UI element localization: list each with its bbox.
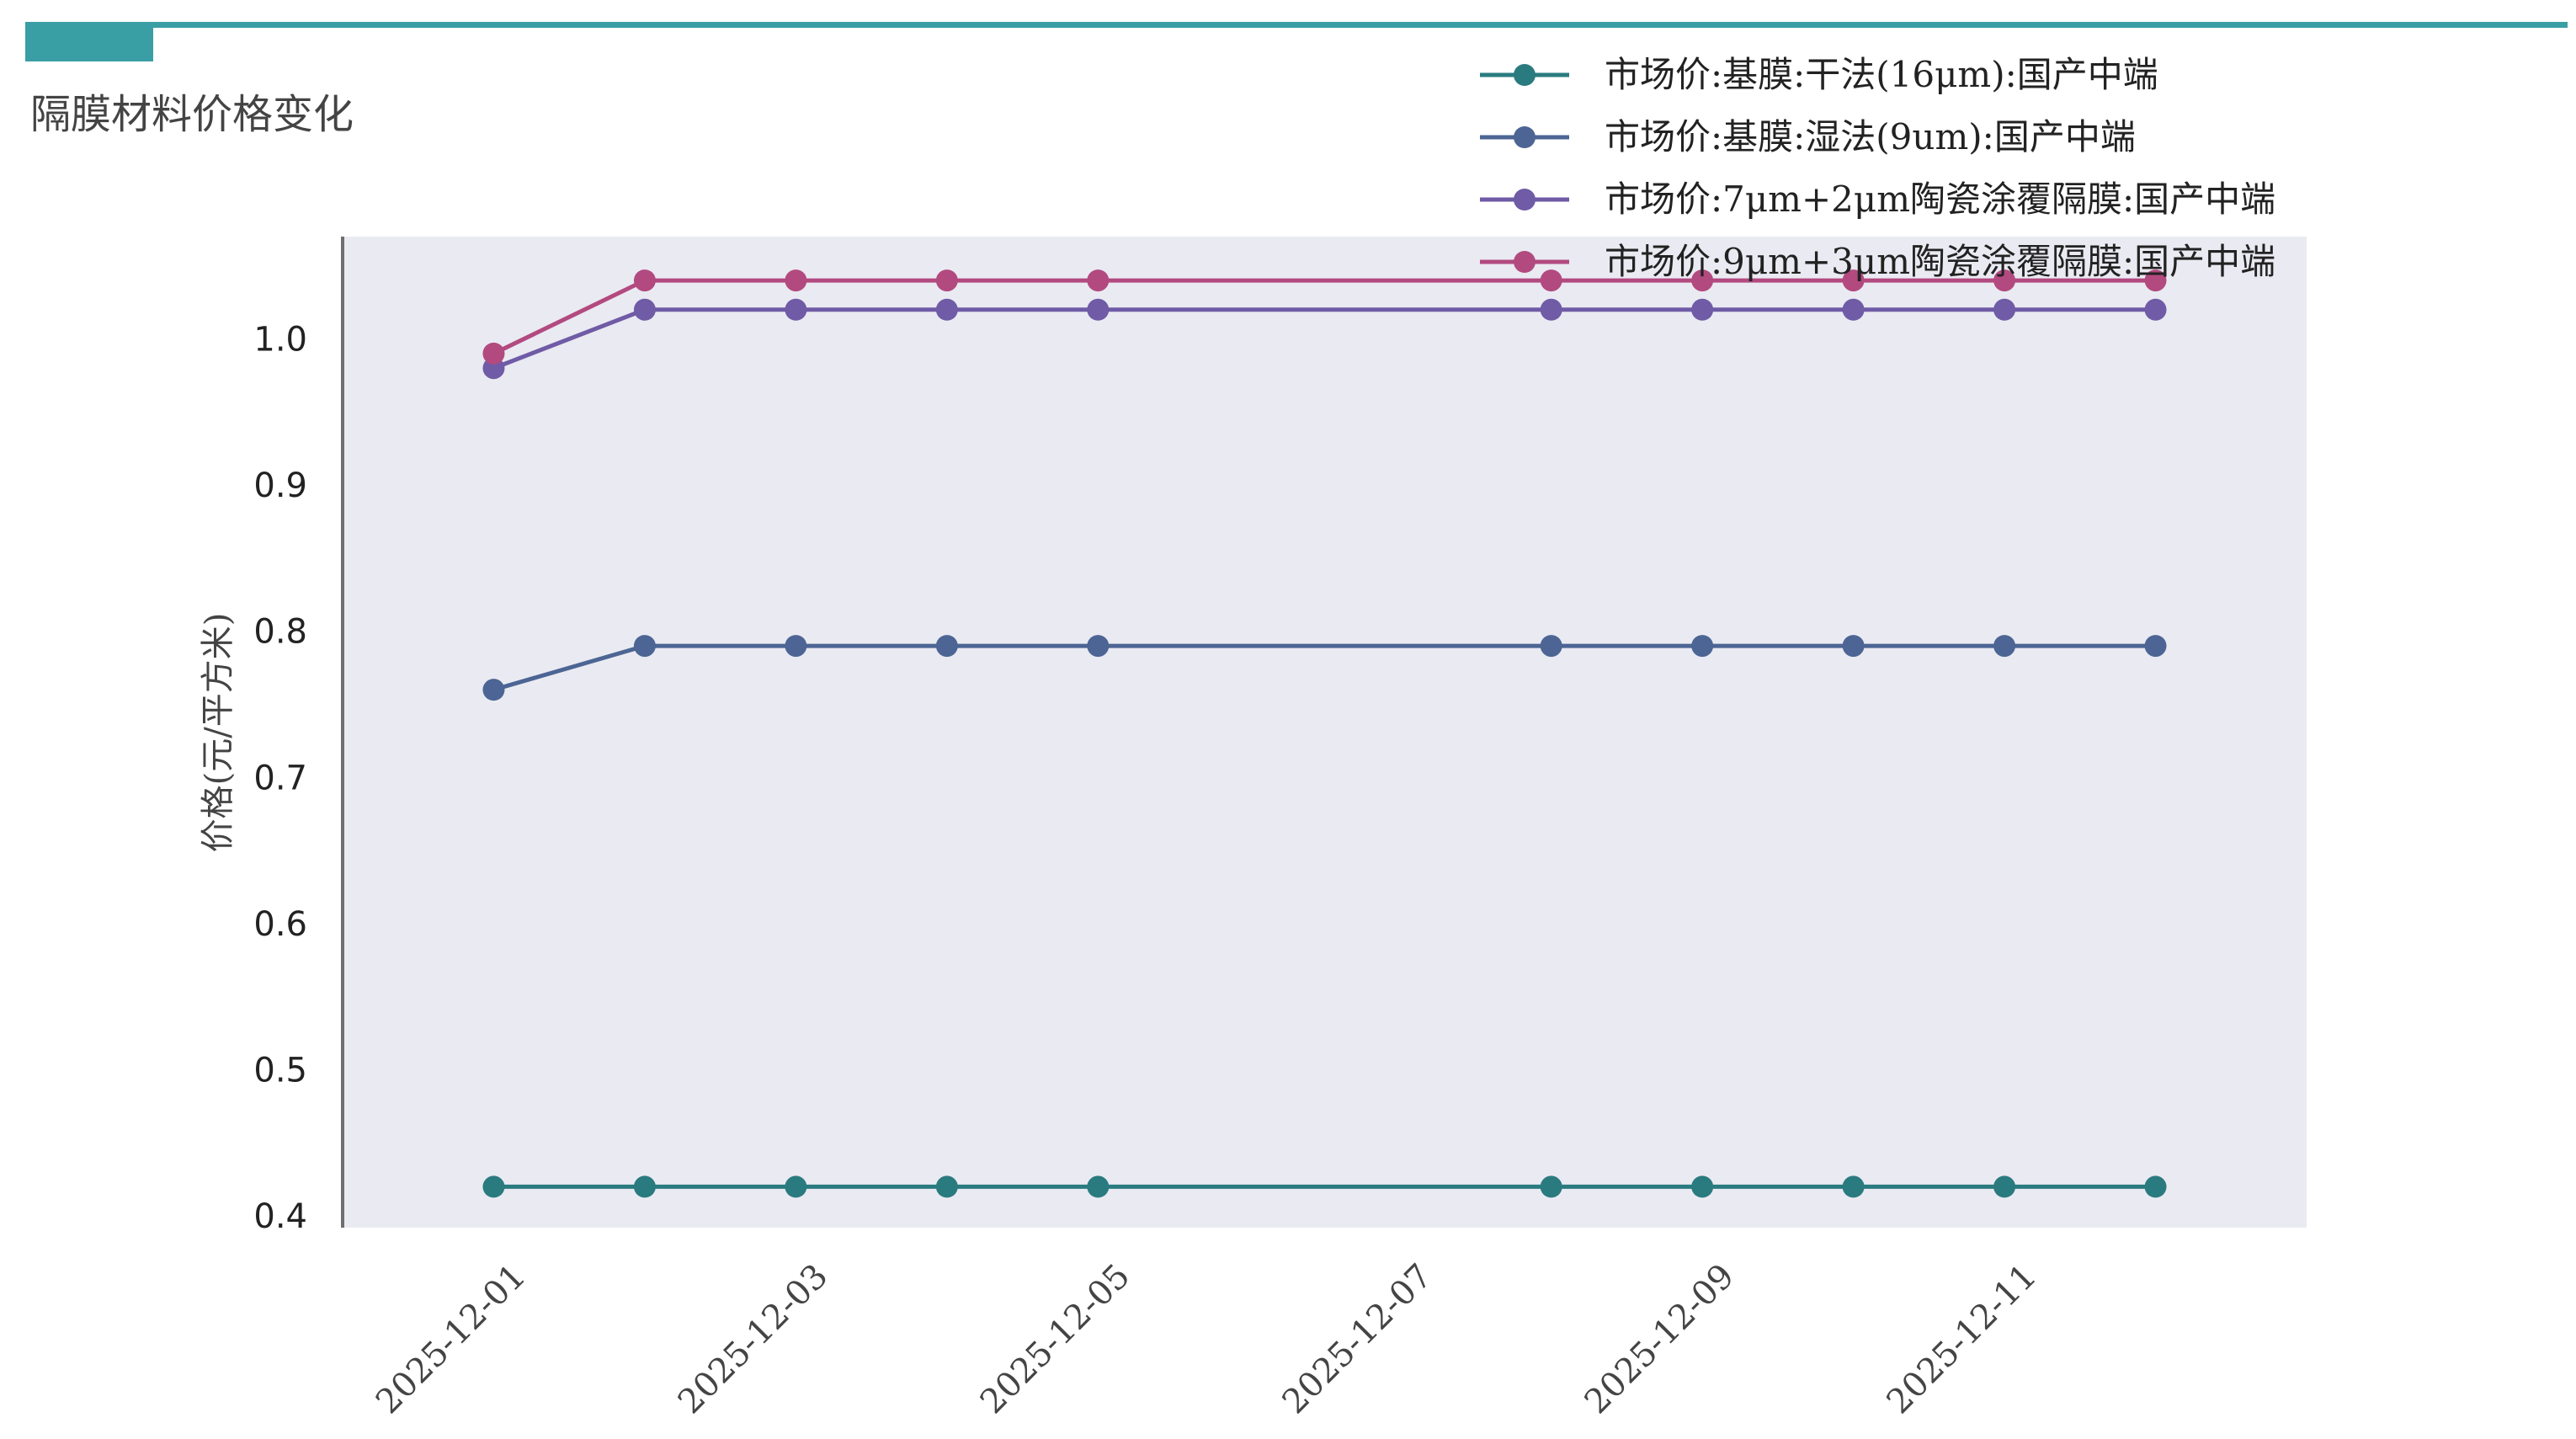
data-point [482,1175,505,1198]
data-point [1993,298,2016,321]
data-point [482,342,505,365]
series-line-2 [492,643,2156,692]
y-tick-label: 0.4 [253,1197,307,1236]
header-accent-block [25,22,153,61]
data-point [482,679,505,701]
y-tick-label: 1.0 [253,321,307,360]
x-tick-label: 2025-12-11 [1880,1257,2045,1422]
legend-label: 市场价:9μm+3μm陶瓷涂覆隔膜:国产中端 [1605,241,2275,282]
data-point [785,635,807,658]
plot-area [343,237,2307,1228]
data-point [1540,298,1562,321]
series-line-3 [492,307,2156,370]
data-point [1087,635,1110,658]
data-point [1842,298,1865,321]
x-tick-label: 2025-12-01 [369,1257,534,1422]
data-point [1691,635,1714,658]
legend-label: 市场价:7μm+2μm陶瓷涂覆隔膜:国产中端 [1605,179,2275,220]
x-tick-label: 2025-12-09 [1578,1257,1743,1422]
y-tick-label: 0.8 [253,613,307,652]
y-tick-label: 0.7 [253,759,307,797]
series-line-4 [492,278,2156,356]
data-point [633,635,656,658]
legend: 市场价:基膜:干法(16μm):国产中端市场价:基膜:湿法(9um):国产中端市… [1480,54,2275,282]
data-point [785,1175,807,1198]
data-point [1540,635,1562,658]
page-title: 隔膜材料价格变化 [30,91,354,138]
data-point [785,269,807,292]
data-point [1993,635,2016,658]
x-tick-labels: 2025-12-01 2025-12-03 2025-12-05 2025-12-07… [369,1257,2044,1422]
data-point [1842,635,1865,658]
series-layer [482,269,2167,1198]
data-point [1691,269,1714,292]
data-point [1087,298,1110,321]
data-point [935,269,958,292]
y-tick-label: 0.5 [253,1052,307,1090]
legend-marker [1514,126,1535,148]
data-point [1087,1175,1110,1198]
y-tick-labels: 0.4 0.5 0.6 0.7 0.8 0.9 1.0 [253,321,307,1237]
data-point [633,269,656,292]
y-tick-label: 0.9 [253,466,307,505]
data-point [785,298,807,321]
data-point [1540,1175,1562,1198]
data-point [2144,269,2167,292]
y-tick-label: 0.6 [253,905,307,944]
data-point [1691,1175,1714,1198]
legend-marker [1514,64,1535,86]
data-point [2144,635,2167,658]
data-point [1842,269,1865,292]
x-tick-label: 2025-12-05 [973,1257,1138,1422]
x-tick-label: 2025-12-07 [1275,1257,1440,1422]
legend-label: 市场价:基膜:干法(16μm):国产中端 [1605,54,2158,95]
data-point [1993,269,2016,292]
data-point [633,298,656,321]
data-point [1087,269,1110,292]
data-point [1842,1175,1865,1198]
y-axis-label: 价格(元/平方米) [199,613,237,853]
data-point [1691,298,1714,321]
data-point [935,298,958,321]
legend-marker [1514,251,1535,273]
legend-label: 市场价:基膜:湿法(9um):国产中端 [1605,116,2136,157]
x-tick-label: 2025-12-03 [671,1257,836,1422]
data-point [1540,269,1562,292]
data-point [935,1175,958,1198]
data-point [633,1175,656,1198]
data-point [1993,1175,2016,1198]
data-point [2144,1175,2167,1198]
legend-marker [1514,189,1535,211]
header-line [25,22,2568,28]
data-point [2144,298,2167,321]
data-point [935,635,958,658]
